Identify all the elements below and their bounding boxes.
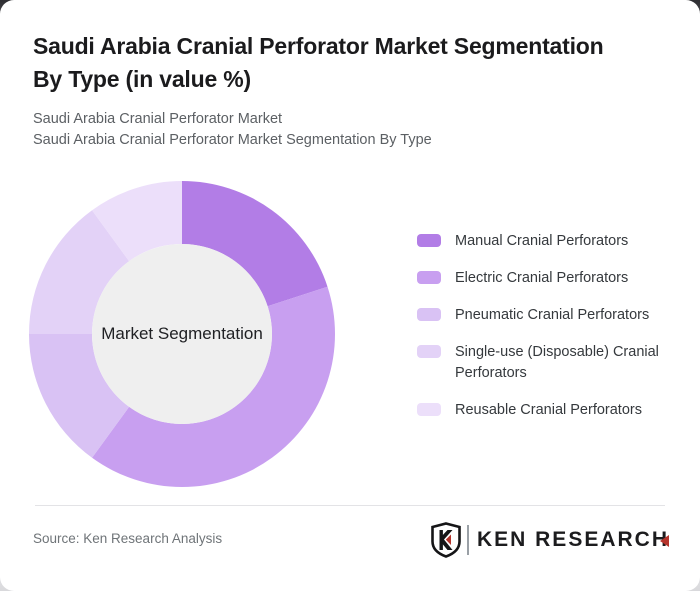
page-title: Saudi Arabia Cranial Perforator Market S… <box>33 30 683 95</box>
legend-swatch-icon <box>417 271 441 285</box>
legend-label: Manual Cranial Perforators <box>455 233 629 249</box>
legend-swatch-icon <box>417 234 441 247</box>
legend-item: Manual Cranial Perforators <box>417 231 669 252</box>
legend-item: Electric Cranial Perforators <box>417 268 669 289</box>
shield-k-icon <box>431 522 461 558</box>
legend-swatch-icon <box>417 308 441 322</box>
donut-segment <box>182 181 328 307</box>
donut-center-label: Market Segmentation <box>101 324 263 343</box>
subtitle-line2: Saudi Arabia Cranial Perforator Market S… <box>33 132 432 149</box>
donut-segment <box>29 210 130 334</box>
donut-hole <box>92 244 272 424</box>
wordmark-text: KEN RESEARCH <box>476 528 669 551</box>
source-note: Source: Ken Research Analysis <box>33 531 223 546</box>
legend-item: Single-use (Disposable) Cranial Perforat… <box>417 342 669 384</box>
donut-segment <box>29 334 130 458</box>
legend-label: Pneumatic Cranial Perforators <box>455 307 650 324</box>
legend-swatch-icon <box>417 345 441 359</box>
legend-label: Reusable Cranial Perforators <box>455 402 642 419</box>
footer-divider <box>35 505 665 506</box>
logo-separator <box>466 525 469 555</box>
subtitle-line1: Saudi Arabia Cranial Perforator Market <box>33 111 283 127</box>
wordmark-red-triangle-icon <box>660 534 669 547</box>
legend-label: Electric Cranial Perforators <box>455 270 629 287</box>
brand-wordmark: KEN RESEARCH <box>476 528 669 552</box>
brand-logo: KEN RESEARCH <box>431 521 669 559</box>
legend-label: Single-use (Disposable) Cranial Perforat… <box>455 344 659 382</box>
donut-segment <box>92 181 182 262</box>
donut-chart-svg <box>29 181 335 487</box>
legend-swatch-icon <box>417 403 441 417</box>
donut-chart: Market Segmentation <box>29 181 335 487</box>
page-subtitle: Saudi Arabia Cranial Perforator Market S… <box>33 109 673 152</box>
page-title-line2: By Type (in value %) <box>33 65 251 92</box>
legend-item: Reusable Cranial Perforators <box>417 400 669 421</box>
legend: Manual Cranial Perforators Electric Crani… <box>417 231 669 421</box>
donut-segment <box>92 286 335 487</box>
legend-item: Pneumatic Cranial Perforators <box>417 305 669 326</box>
page-title-line1: Saudi Arabia Cranial Perforator Market S… <box>33 33 604 59</box>
